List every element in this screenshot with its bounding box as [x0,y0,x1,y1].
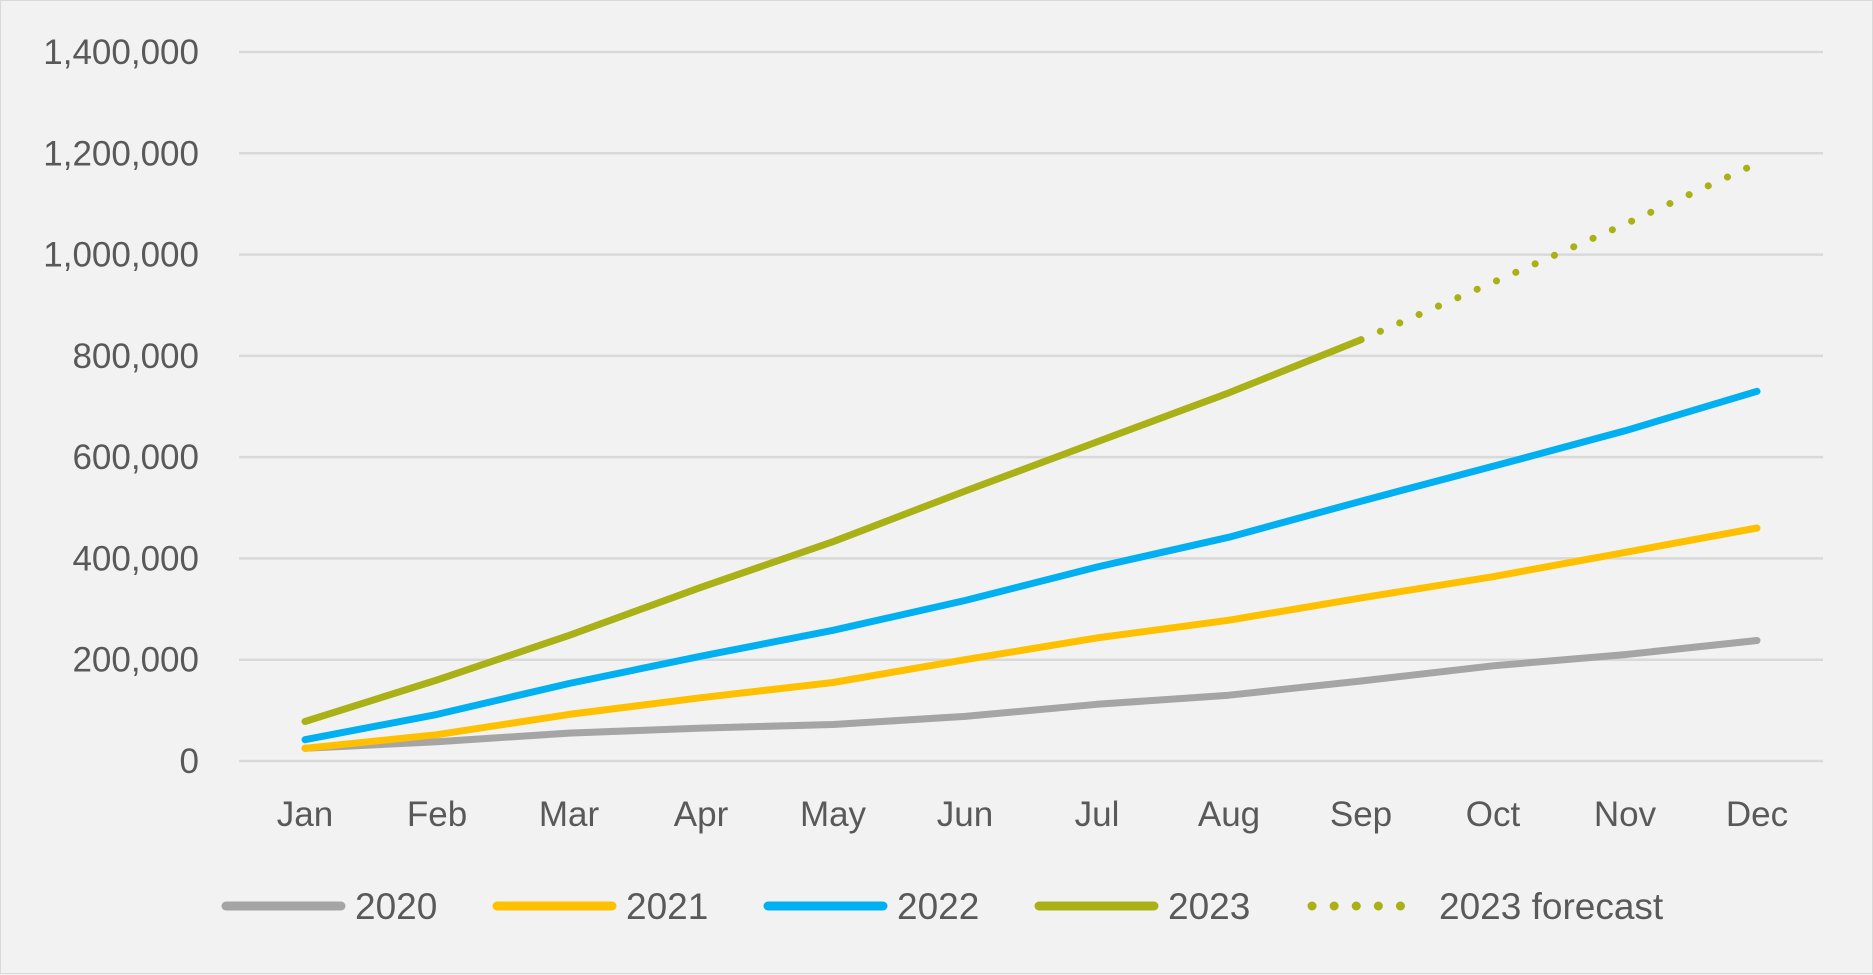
legend-label: 2020 [355,886,437,927]
legend: 2020 2021 2022 2023 2023 forecast [221,886,1664,927]
series-line-2020 [301,637,1761,752]
x-tick-label: Nov [1594,795,1657,834]
legend-item-2023-forecast: 2023 forecast [1307,886,1664,927]
legend-item-2021: 2021 [492,886,708,927]
y-tick-label: 1,000,000 [43,236,199,275]
legend-item-2022: 2022 [763,886,979,927]
y-tick-label: 1,200,000 [43,134,199,173]
x-tick-label: Apr [674,795,729,834]
x-tick-label: Aug [1198,795,1260,834]
x-tick-label: Jul [1075,795,1120,834]
x-tick-label: Feb [407,795,467,834]
y-tick-label: 600,000 [72,438,199,477]
y-axis: 0 200,000 400,000 600,000 800,000 1,000,000 1,… [43,33,199,781]
y-tick-label: 1,400,000 [43,33,199,72]
x-tick-label: Dec [1726,795,1788,834]
y-tick-label: 0 [180,742,199,781]
legend-item-2023: 2023 [1034,886,1250,927]
series-line-2021 [301,524,1761,752]
x-tick-label: May [800,795,867,834]
x-tick-label: Oct [1466,795,1521,834]
x-tick-label: Sep [1330,795,1392,834]
y-tick-label: 200,000 [72,641,199,680]
legend-item-2020: 2020 [221,886,437,927]
x-tick-label: Jun [937,795,993,834]
series-line-2022 [301,387,1761,744]
legend-label: 2023 [1168,886,1250,927]
x-tick-label: Jan [277,795,333,834]
y-tick-label: 400,000 [72,539,199,578]
plot-series [301,159,1761,752]
legend-label: 2021 [626,886,708,927]
series-line-2023 [301,336,1365,725]
legend-label: 2023 forecast [1439,886,1664,927]
x-tick-label: Mar [539,795,600,834]
legend-label: 2022 [897,886,979,927]
series-line-2023-forecast [1357,159,1761,344]
x-axis: Jan Feb Mar Apr May Jun Jul Aug Sep Oct Nov Dec [277,795,1788,834]
y-tick-label: 800,000 [72,337,199,376]
